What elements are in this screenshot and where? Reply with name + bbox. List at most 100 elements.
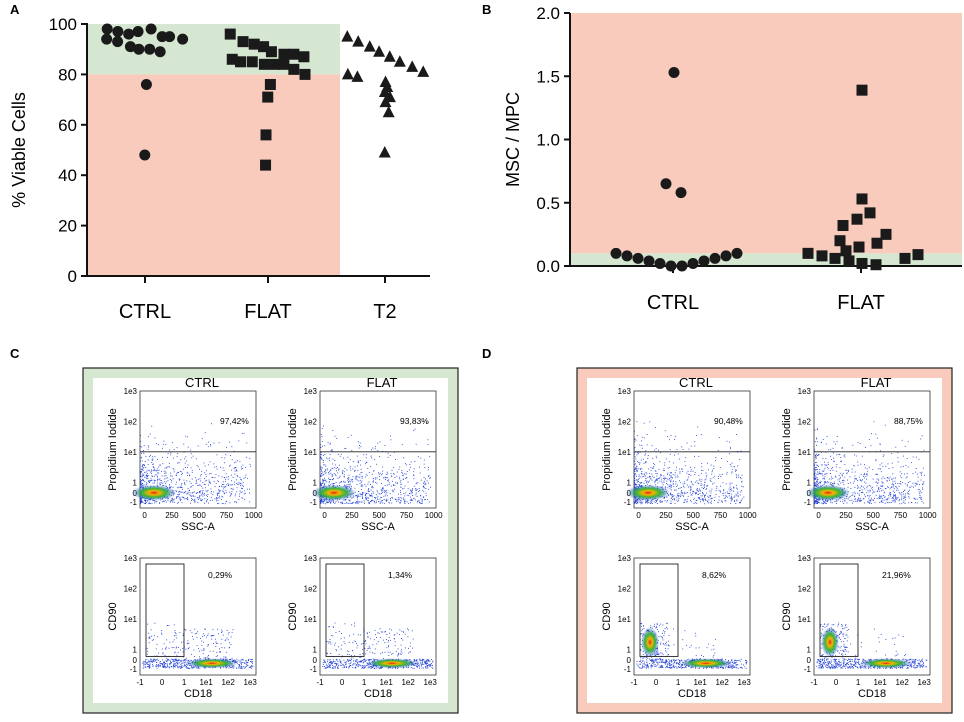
flow-event xyxy=(361,667,363,669)
flow-event xyxy=(340,664,342,666)
flow-event xyxy=(240,487,242,489)
flow-event xyxy=(340,638,342,640)
flow-event xyxy=(350,469,352,471)
flow-event xyxy=(238,440,240,442)
flow-event xyxy=(702,493,704,495)
flow-event xyxy=(700,481,702,482)
flow-event xyxy=(176,447,178,449)
flow-event xyxy=(160,480,162,482)
flow-event xyxy=(413,667,415,669)
flow-event xyxy=(326,468,328,470)
flow-event xyxy=(874,502,876,504)
flow-event xyxy=(152,456,154,458)
flow-event xyxy=(417,456,419,458)
flow-event xyxy=(197,478,199,480)
flow-event xyxy=(662,478,664,479)
flow-y-tick-label: 1e1 xyxy=(798,448,812,457)
flow-event xyxy=(321,500,323,502)
flow-event xyxy=(320,451,322,453)
flow-event xyxy=(348,660,350,662)
flow-event xyxy=(904,473,906,475)
flow-event xyxy=(177,502,179,504)
flow-event xyxy=(244,662,246,664)
flow-event xyxy=(155,501,157,503)
density-hotspot xyxy=(186,658,238,669)
flow-event xyxy=(855,500,857,502)
flow-event xyxy=(661,474,663,476)
flow-event xyxy=(215,500,217,502)
flow-event xyxy=(140,502,142,504)
flow-event xyxy=(641,471,643,472)
flow-event xyxy=(674,435,676,437)
flow-event xyxy=(818,481,820,483)
flow-event xyxy=(156,468,158,470)
flow-event xyxy=(370,638,372,640)
flow-event xyxy=(230,658,231,660)
flow-event xyxy=(883,494,885,496)
flow-event xyxy=(162,653,164,655)
flow-event xyxy=(887,486,889,488)
flow-event xyxy=(347,481,349,483)
flow-event xyxy=(156,664,158,666)
flow-event xyxy=(204,498,206,500)
flow-event xyxy=(717,502,719,504)
flow-event xyxy=(219,648,221,650)
flow-event xyxy=(189,474,191,476)
flow-event xyxy=(226,476,228,478)
flow-event xyxy=(670,475,672,477)
flow-event xyxy=(212,628,214,630)
flow-event xyxy=(405,464,407,466)
flow-event xyxy=(829,470,831,472)
flow-event xyxy=(710,480,712,482)
flow-event xyxy=(358,476,360,478)
flow-event xyxy=(901,495,903,497)
flow-event xyxy=(396,632,398,634)
flow-event xyxy=(894,500,896,502)
flow-event xyxy=(669,478,671,479)
flow-event xyxy=(330,502,332,504)
flow-event xyxy=(399,491,401,493)
flow-event xyxy=(153,639,154,641)
flow-event xyxy=(251,665,253,667)
flow-event xyxy=(860,492,862,493)
flow-event xyxy=(409,464,411,466)
flow-event xyxy=(866,478,868,480)
flow-event xyxy=(429,477,430,479)
flow-event xyxy=(672,473,674,475)
flow-event xyxy=(205,657,206,659)
flow-event xyxy=(225,454,227,456)
flow-x-tick-label: 1e2 xyxy=(401,678,415,687)
flow-event xyxy=(890,492,892,494)
flow-event xyxy=(159,661,161,662)
flow-event xyxy=(194,499,196,501)
flow-event xyxy=(722,495,724,497)
flow-event xyxy=(893,484,895,486)
flow-event xyxy=(321,458,323,460)
flow-event xyxy=(335,632,337,634)
flow-event xyxy=(185,435,187,437)
flow-event xyxy=(838,499,840,501)
flow-event xyxy=(657,503,659,504)
flow-event xyxy=(382,488,384,490)
flow-event xyxy=(157,459,158,460)
flow-event xyxy=(160,471,162,472)
flow-event xyxy=(420,494,422,496)
flow-event xyxy=(428,665,430,667)
flow-event xyxy=(733,500,735,502)
gate-percent: 97,42% xyxy=(220,416,249,426)
flow-x-tick-label: 0 xyxy=(142,511,147,520)
flow-event xyxy=(169,661,171,663)
flow-event xyxy=(233,667,235,669)
flow-event xyxy=(345,667,347,669)
flow-event xyxy=(692,470,694,472)
flow-event xyxy=(169,662,171,664)
flow-event xyxy=(725,495,727,497)
flow-event xyxy=(157,470,159,472)
flow-event xyxy=(210,445,212,447)
flow-event xyxy=(382,639,384,641)
flow-event xyxy=(141,485,143,486)
flow-event xyxy=(200,498,202,500)
flow-event xyxy=(357,645,359,647)
flow-event xyxy=(410,496,412,498)
flow-event xyxy=(242,662,244,664)
